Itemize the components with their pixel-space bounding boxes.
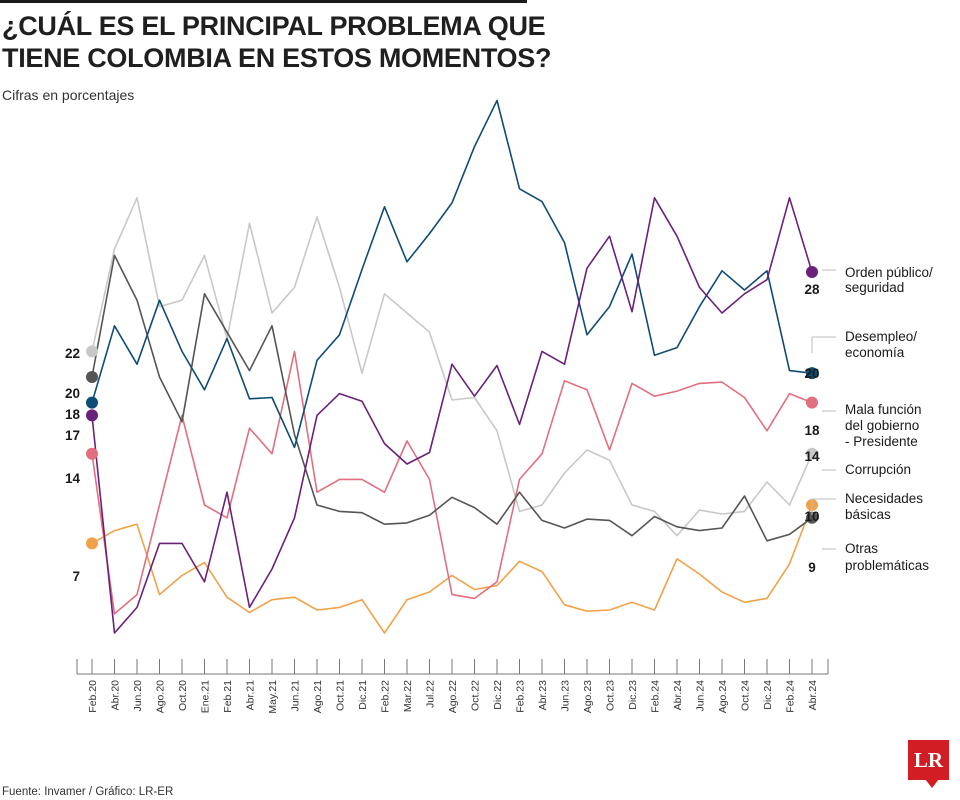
title-line-2: TIENE COLOMBIA EN ESTOS MOMENTOS? xyxy=(2,43,552,73)
end-value-label: 10 xyxy=(804,509,819,524)
series-name-label: Necesidades xyxy=(845,491,923,506)
x-tick-label: May.21 xyxy=(267,680,279,714)
x-tick-label: Dic.22 xyxy=(492,680,504,710)
series-name-label: seguridad xyxy=(845,280,904,295)
x-tick-label: Jun.24 xyxy=(695,680,707,712)
lr-logo: LR xyxy=(908,740,949,780)
x-tick-label: Mar.22 xyxy=(402,680,414,712)
x-tick-label: Abr.24 xyxy=(672,680,684,711)
x-tick-label: Abr.20 xyxy=(110,680,122,711)
x-tick-label: Oct.22 xyxy=(470,680,482,711)
chart-subtitle: Cifras en porcentajes xyxy=(2,87,135,103)
series-name-label: Desempleo/ xyxy=(845,329,917,344)
x-tick-label: Oct.23 xyxy=(605,680,617,711)
x-tick-label: Ago.21 xyxy=(312,680,324,713)
x-tick-label: Abr.21 xyxy=(245,680,257,711)
source-note: Fuente: Invamer / Gráfico: LR-ER xyxy=(2,786,174,798)
title-line-1: ¿CUÁL ES EL PRINCIPAL PROBLEMA QUE xyxy=(2,11,546,41)
end-value-label: 14 xyxy=(804,449,820,464)
start-marker xyxy=(86,409,98,422)
x-tick-label: Ago.24 xyxy=(717,680,729,713)
x-tick-label: Jun.21 xyxy=(290,680,302,712)
x-tick-label: Ago.20 xyxy=(155,680,167,713)
series-labels: 17 18 14 22 7 20 28 Orden público/seguridad 20 De… xyxy=(65,265,933,584)
series-name-label: Corrupción xyxy=(845,462,911,477)
series-name-label: Orden público/ xyxy=(845,265,933,280)
start-value-label: 18 xyxy=(65,407,81,422)
x-tick-label: Feb.24 xyxy=(785,680,797,713)
title-rule xyxy=(0,0,527,3)
series-line xyxy=(91,197,813,634)
x-tick-label: Oct.20 xyxy=(177,680,189,711)
series-line xyxy=(91,254,813,542)
x-tick-label: Oct.24 xyxy=(740,680,752,711)
x-tick-label: Jun.20 xyxy=(132,680,144,712)
start-value-label: 7 xyxy=(72,569,80,584)
series-name-label: - Presidente xyxy=(845,434,918,449)
start-marker xyxy=(86,537,98,550)
end-marker xyxy=(806,447,818,460)
end-value-label: 20 xyxy=(804,366,819,381)
series-name-label: problemáticas xyxy=(845,558,929,573)
start-value-label: 17 xyxy=(65,428,80,443)
x-tick-label: Jun.23 xyxy=(560,680,572,712)
x-tick-label: Oct.21 xyxy=(335,680,347,711)
start-value-label: 20 xyxy=(65,386,80,401)
x-tick-label: Abr.23 xyxy=(537,680,549,711)
x-tick-label: Dic.21 xyxy=(357,680,369,710)
x-tick-label: Ene.21 xyxy=(200,680,212,713)
x-tick-label: Feb.23 xyxy=(515,680,527,713)
end-value-label: 28 xyxy=(804,282,820,297)
x-tick-label: Jul.22 xyxy=(425,680,437,708)
series-name-label: Otras xyxy=(845,541,878,556)
end-marker xyxy=(806,396,818,409)
x-tick-label: Ago.22 xyxy=(447,680,459,713)
start-marker xyxy=(86,396,98,409)
series-lines xyxy=(91,99,813,634)
start-marker xyxy=(86,371,98,383)
series-line xyxy=(91,197,813,537)
x-tick-label: Ago.23 xyxy=(582,680,594,713)
lr-logo-tail xyxy=(925,779,939,788)
x-tick-label: Feb.22 xyxy=(380,680,392,713)
start-marker xyxy=(86,345,98,358)
start-marker xyxy=(86,447,98,460)
end-marker xyxy=(806,511,818,524)
end-marker xyxy=(806,266,818,279)
series-name-label: economía xyxy=(845,345,905,360)
x-tick-label: Dic.24 xyxy=(762,680,774,710)
x-axis: Feb.20 Abr.20 Jun.20 Ago.20 Oct.20 Ene.21 Feb.… xyxy=(76,659,829,714)
x-tick-label: Feb.21 xyxy=(222,680,234,713)
chart-title: ¿CUÁL ES EL PRINCIPAL PROBLEMA QUE TIENE… xyxy=(2,10,642,74)
x-tick-label: Feb.20 xyxy=(87,680,99,713)
x-tick-label: Abr.24 xyxy=(807,680,819,711)
x-tick-label: Dic.23 xyxy=(627,680,639,710)
series-line xyxy=(91,504,813,634)
x-tick-label: Feb.24 xyxy=(650,680,662,713)
end-value-label: 9 xyxy=(808,560,816,575)
start-value-label: 22 xyxy=(65,346,80,361)
series-name-label: Mala función xyxy=(845,402,922,417)
series-line xyxy=(91,350,813,615)
start-value-label: 14 xyxy=(65,471,81,486)
end-value-label: 18 xyxy=(804,423,820,438)
end-marker xyxy=(806,367,818,380)
series-name-label: básicas xyxy=(845,507,891,522)
series-name-label: del gobierno xyxy=(845,418,919,433)
series-line xyxy=(91,99,813,449)
